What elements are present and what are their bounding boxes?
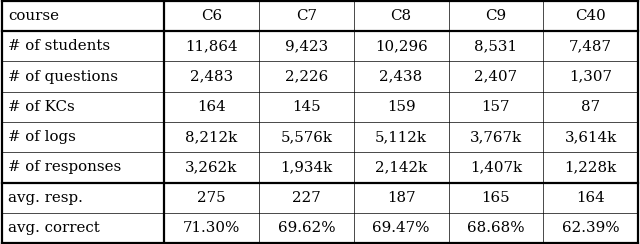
Text: 157: 157 (482, 100, 510, 114)
Text: 5,112k: 5,112k (375, 130, 427, 144)
Text: 3,614k: 3,614k (564, 130, 617, 144)
Text: 145: 145 (292, 100, 321, 114)
Text: 227: 227 (292, 191, 321, 205)
Text: # of logs: # of logs (8, 130, 76, 144)
Text: # of students: # of students (8, 39, 111, 53)
Text: 9,423: 9,423 (285, 39, 328, 53)
Text: 2,483: 2,483 (190, 70, 233, 83)
Text: C9: C9 (485, 9, 506, 23)
Text: # of KCs: # of KCs (8, 100, 75, 114)
Text: 7,487: 7,487 (569, 39, 612, 53)
Text: 87: 87 (581, 100, 600, 114)
Text: 5,576k: 5,576k (280, 130, 332, 144)
Text: 165: 165 (481, 191, 510, 205)
Text: 10,296: 10,296 (375, 39, 428, 53)
Text: avg. resp.: avg. resp. (8, 191, 83, 205)
Text: 68.68%: 68.68% (467, 221, 525, 235)
Text: 187: 187 (387, 191, 415, 205)
Text: 8,212k: 8,212k (186, 130, 237, 144)
Text: 1,934k: 1,934k (280, 161, 332, 174)
Text: 3,262k: 3,262k (186, 161, 237, 174)
Text: 69.47%: 69.47% (372, 221, 430, 235)
Text: C40: C40 (575, 9, 606, 23)
Text: C6: C6 (201, 9, 222, 23)
Text: 1,307: 1,307 (569, 70, 612, 83)
Text: # of responses: # of responses (8, 161, 122, 174)
Text: 2,226: 2,226 (285, 70, 328, 83)
Text: 8,531: 8,531 (474, 39, 517, 53)
Text: 159: 159 (387, 100, 415, 114)
Text: 2,142k: 2,142k (375, 161, 428, 174)
Text: 71.30%: 71.30% (183, 221, 240, 235)
Text: 2,407: 2,407 (474, 70, 518, 83)
Text: C7: C7 (296, 9, 317, 23)
Text: C8: C8 (390, 9, 412, 23)
Text: 62.39%: 62.39% (562, 221, 620, 235)
Text: 275: 275 (197, 191, 226, 205)
Text: 69.62%: 69.62% (278, 221, 335, 235)
Text: course: course (8, 9, 60, 23)
Text: avg. correct: avg. correct (8, 221, 100, 235)
Text: 164: 164 (576, 191, 605, 205)
Text: 1,407k: 1,407k (470, 161, 522, 174)
Text: 1,228k: 1,228k (564, 161, 617, 174)
Text: # of questions: # of questions (8, 70, 118, 83)
Text: 2,438: 2,438 (380, 70, 423, 83)
Text: 11,864: 11,864 (185, 39, 238, 53)
Text: 164: 164 (197, 100, 226, 114)
Text: 3,767k: 3,767k (470, 130, 522, 144)
